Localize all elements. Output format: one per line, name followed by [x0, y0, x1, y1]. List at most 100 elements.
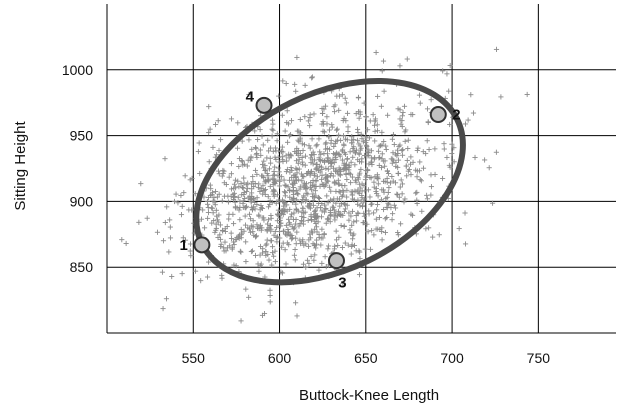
data-point [333, 228, 339, 234]
data-point [272, 258, 278, 265]
data-point [294, 54, 300, 61]
data-point [340, 147, 346, 153]
data-point [374, 122, 380, 128]
data-point [307, 114, 313, 121]
data-point [204, 198, 211, 205]
data-point [272, 178, 278, 184]
data-point [238, 235, 244, 241]
data-point [212, 199, 218, 205]
data-point [347, 171, 354, 177]
data-point [285, 229, 292, 235]
data-point [379, 151, 385, 157]
data-point [296, 156, 302, 162]
data-point [402, 196, 408, 202]
data-point [235, 178, 241, 184]
data-point [309, 230, 316, 236]
data-point [364, 167, 371, 173]
data-point [462, 210, 468, 216]
data-point [409, 212, 416, 218]
data-point [221, 180, 227, 186]
data-point [287, 187, 293, 193]
y-tick-label: 900 [70, 193, 94, 209]
data-point [313, 161, 319, 168]
data-point [257, 188, 263, 195]
data-point [265, 194, 271, 200]
data-point [314, 174, 321, 180]
data-point [387, 180, 394, 186]
y-axis-title: Sitting Height [12, 121, 29, 211]
data-point [343, 171, 349, 178]
data-point [359, 195, 365, 201]
data-point [368, 148, 375, 154]
data-point [214, 152, 220, 158]
data-point [237, 204, 243, 210]
data-point [333, 200, 339, 206]
data-point [230, 196, 237, 203]
data-point [334, 126, 340, 132]
data-point [319, 226, 325, 232]
data-point [368, 201, 374, 208]
data-point [274, 138, 280, 144]
data-point [349, 134, 355, 140]
data-point [375, 148, 382, 154]
data-point [354, 218, 360, 224]
gridlines [106, 4, 616, 334]
data-point [317, 149, 323, 155]
data-point [322, 141, 329, 147]
data-point [308, 212, 314, 218]
data-point [231, 262, 237, 268]
data-point [384, 214, 390, 221]
data-point [197, 170, 203, 177]
data-point [252, 128, 258, 134]
data-point [374, 207, 380, 213]
data-point [287, 206, 293, 212]
labeled-point-label: 3 [338, 275, 346, 292]
data-point [290, 181, 296, 187]
data-point [296, 166, 302, 172]
data-point [246, 226, 253, 232]
data-point [274, 192, 281, 198]
data-point [428, 192, 434, 198]
data-point [285, 139, 291, 145]
x-tick-label: 750 [527, 350, 551, 366]
data-point [334, 93, 340, 99]
data-point [266, 166, 273, 172]
data-point [309, 187, 315, 193]
data-point [289, 211, 295, 217]
data-point [333, 127, 340, 133]
data-point [417, 100, 423, 106]
data-point [309, 74, 316, 80]
data-point [373, 49, 379, 56]
data-point [389, 211, 396, 217]
data-point [212, 154, 218, 160]
data-point [365, 127, 371, 133]
data-point [240, 200, 246, 206]
data-point [373, 216, 379, 222]
data-point [279, 244, 285, 250]
data-point [214, 194, 220, 200]
data-point [352, 162, 358, 168]
data-point [282, 231, 289, 237]
data-point [289, 232, 295, 239]
data-point [344, 194, 350, 200]
data-point [344, 187, 350, 193]
tick-labels: 550 600 650 700 750 850 900 950 1000 [62, 62, 550, 366]
data-point [344, 156, 350, 162]
data-point [447, 62, 453, 69]
data-point [258, 152, 264, 158]
data-point [236, 163, 242, 170]
data-point [204, 274, 211, 280]
data-point [285, 121, 292, 127]
data-point [355, 94, 362, 100]
data-point [297, 240, 304, 247]
data-point [363, 142, 370, 148]
data-point [375, 226, 381, 232]
data-point [310, 191, 316, 197]
data-point [244, 188, 250, 195]
data-point [207, 126, 213, 132]
data-point [284, 108, 290, 114]
data-point [361, 100, 367, 106]
data-point [405, 168, 411, 174]
data-point [277, 235, 283, 241]
data-point [380, 178, 387, 184]
